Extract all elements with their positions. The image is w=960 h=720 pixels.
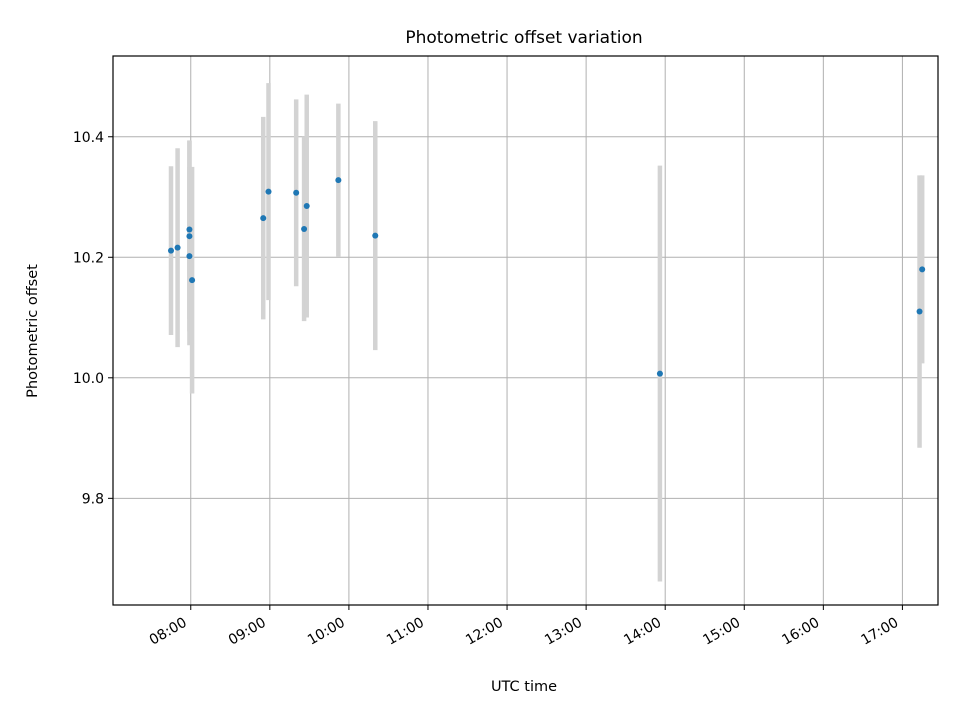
data-point (916, 308, 923, 315)
chart-title: Photometric offset variation (405, 28, 642, 48)
plot-frame (112, 55, 939, 606)
y-tick-label: 10.4 (73, 130, 104, 146)
x-axis-label: UTC time (491, 679, 557, 695)
data-point (186, 233, 193, 240)
data-point (186, 253, 193, 260)
data-point (293, 189, 300, 196)
y-tick-label: 9.8 (82, 491, 104, 507)
data-point (656, 370, 663, 377)
data-point (260, 215, 267, 222)
data-point (372, 232, 379, 239)
data-point (186, 226, 193, 233)
data-point (174, 244, 181, 251)
data-point (189, 277, 196, 284)
data-point (919, 266, 926, 273)
y-axis-ticks: 9.8 10.0 10.2 10.4 (73, 130, 113, 507)
data-point (303, 203, 310, 210)
grid-lines (113, 56, 938, 605)
y-axis-label: Photometric offset (25, 264, 41, 398)
data-point (265, 188, 272, 195)
data-points (167, 177, 926, 377)
data-point (335, 177, 342, 184)
data-point (167, 247, 174, 254)
y-tick-label: 10.0 (73, 371, 104, 387)
data-point (301, 225, 308, 232)
y-tick-label: 10.2 (73, 250, 104, 266)
